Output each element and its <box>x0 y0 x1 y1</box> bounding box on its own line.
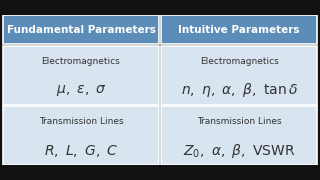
Text: Fundamental Parameters: Fundamental Parameters <box>6 25 156 35</box>
Bar <box>3 15 159 44</box>
Bar <box>3 106 159 165</box>
Bar <box>161 46 317 105</box>
Text: Electromagnetics: Electromagnetics <box>200 57 278 66</box>
Text: $\mu,\ \varepsilon,\ \sigma$: $\mu,\ \varepsilon,\ \sigma$ <box>55 83 107 98</box>
Bar <box>161 15 317 44</box>
Text: $Z_0,\ \alpha,\ \beta,\ \mathrm{VSWR}$: $Z_0,\ \alpha,\ \beta,\ \mathrm{VSWR}$ <box>183 142 295 160</box>
Text: Electromagnetics: Electromagnetics <box>42 57 120 66</box>
Bar <box>161 106 317 165</box>
Text: $n,\ \eta,\ \alpha,\ \beta,\ \tan\delta$: $n,\ \eta,\ \alpha,\ \beta,\ \tan\delta$ <box>180 82 298 100</box>
Text: Transmission Lines: Transmission Lines <box>39 117 123 126</box>
Bar <box>0 0 320 15</box>
Text: $R,\ L,\ G,\ C$: $R,\ L,\ G,\ C$ <box>44 143 118 159</box>
Bar <box>3 46 159 105</box>
Bar <box>0 165 320 180</box>
Text: Intuitive Parameters: Intuitive Parameters <box>178 25 300 35</box>
Text: Transmission Lines: Transmission Lines <box>197 117 281 126</box>
